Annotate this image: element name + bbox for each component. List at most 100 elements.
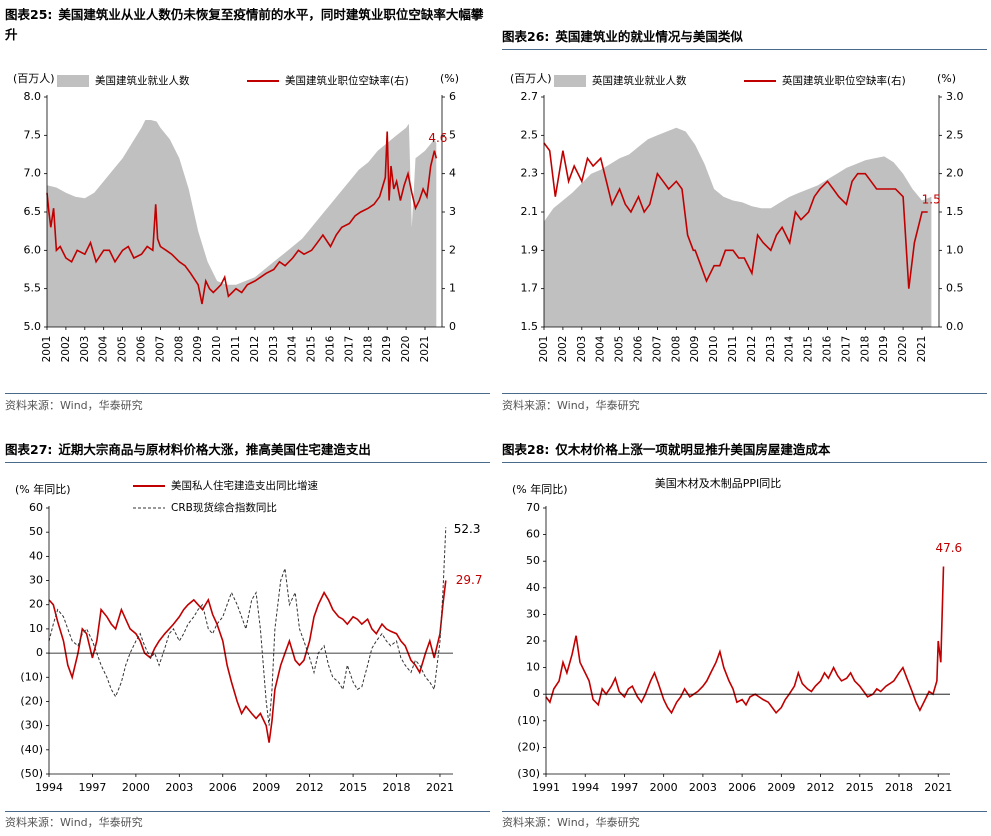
source-note: 资料来源：Wind，华泰研究 bbox=[5, 399, 143, 412]
chart-title: 美国木材及木制品PPI同比 bbox=[655, 476, 782, 490]
y-tick-label: 2.5 bbox=[521, 128, 539, 141]
y-tick-label: 2.3 bbox=[521, 167, 539, 180]
x-tick-label: 2006 bbox=[728, 781, 756, 794]
y-tick-label: (40) bbox=[20, 743, 43, 756]
line-series-1 bbox=[46, 131, 438, 305]
x-tick-label: 2021 bbox=[916, 336, 928, 363]
y-axis-unit: (百万人) bbox=[13, 72, 55, 85]
y-tick-label: 10 bbox=[29, 622, 43, 635]
y-tick-label: 30 bbox=[526, 607, 540, 620]
x-tick-label: 2015 bbox=[339, 781, 367, 794]
y-tick-label: 30 bbox=[29, 574, 43, 587]
dashed-line-series-1 bbox=[48, 527, 447, 726]
x-tick-label: 2008 bbox=[173, 336, 185, 363]
x-tick-label: 1997 bbox=[610, 781, 638, 794]
y-tick-label: (10) bbox=[517, 714, 540, 727]
title-divider bbox=[502, 49, 987, 50]
figure-title: 图表25: 美国建筑业从业人数仍未恢复至疫情前的水平，同时建筑业职位空缺率大幅攀升 bbox=[5, 5, 490, 45]
y2-axis-unit: (%) bbox=[440, 72, 459, 85]
x-tick-label: 2003 bbox=[576, 336, 588, 363]
title-divider bbox=[502, 462, 987, 463]
y-tick-label: 1.9 bbox=[521, 243, 539, 256]
x-tick-label: 2015 bbox=[803, 336, 815, 363]
x-tick-label: 2018 bbox=[362, 336, 374, 363]
figure-label: 图表26: bbox=[502, 29, 550, 44]
x-tick-label: 2008 bbox=[670, 336, 682, 363]
x-tick-label: 2009 bbox=[689, 336, 701, 363]
y-tick-label: 1.7 bbox=[521, 282, 539, 295]
x-tick-label: 2018 bbox=[383, 781, 411, 794]
legend-swatch-area bbox=[554, 75, 586, 87]
x-tick-label: 2009 bbox=[192, 336, 204, 363]
data-label: 47.6 bbox=[935, 541, 962, 555]
line-series-0 bbox=[545, 566, 945, 715]
x-tick-label: 2002 bbox=[557, 336, 569, 363]
y-tick-label: 5.5 bbox=[24, 282, 42, 295]
panel-figure-27: 图表27: 近期大宗商品与原材料价格大涨，推高美国住宅建造支出 60 50 40 30 2… bbox=[5, 440, 490, 836]
y-tick-label: 2.7 bbox=[521, 90, 539, 103]
x-tick-label: 2004 bbox=[98, 335, 110, 362]
x-tick-label: 2012 bbox=[807, 781, 835, 794]
legend-label: 英国建筑业就业人数 bbox=[592, 74, 687, 87]
x-tick-label: 2010 bbox=[211, 336, 223, 363]
panel-figure-25: 图表25: 美国建筑业从业人数仍未恢复至疫情前的水平，同时建筑业职位空缺率大幅攀升… bbox=[5, 5, 490, 415]
x-tick-label: 2009 bbox=[767, 781, 795, 794]
x-tick-label: 2003 bbox=[165, 781, 193, 794]
y2-axis-unit: (%) bbox=[937, 72, 956, 85]
x-tick-label: 2014 bbox=[784, 335, 796, 362]
x-tick-label: 2011 bbox=[230, 336, 242, 363]
x-tick-label: 2006 bbox=[209, 781, 237, 794]
y-tick-label: 10 bbox=[526, 661, 540, 674]
figure-label: 图表25: bbox=[5, 7, 53, 22]
y-axis-unit: (百万人) bbox=[510, 72, 552, 85]
area-series-0 bbox=[47, 120, 437, 327]
data-label: 29.7 bbox=[456, 573, 483, 587]
y-tick-label: (30) bbox=[20, 719, 43, 732]
x-tick-label: 2005 bbox=[117, 336, 129, 363]
legend-swatch-area bbox=[57, 75, 89, 87]
x-tick-label: 2019 bbox=[381, 336, 393, 363]
y-tick-label: 0 bbox=[36, 646, 43, 659]
y-tick-label: (30) bbox=[517, 767, 540, 780]
y2-tick-label: 2 bbox=[449, 243, 456, 256]
x-tick-label: 2007 bbox=[651, 336, 663, 363]
y2-tick-label: 6 bbox=[449, 90, 456, 103]
y-tick-label: 7.0 bbox=[24, 167, 42, 180]
x-tick-label: 2011 bbox=[727, 336, 739, 363]
x-tick-label: 2018 bbox=[885, 781, 913, 794]
y-tick-label: 0 bbox=[533, 687, 540, 700]
chart-us-lumber-ppi: 70 60 50 40 30 20 10 0 (10) (20) (30)1991 1994 1997 2… bbox=[512, 476, 962, 794]
figure-caption: 英国建筑业的就业情况与美国类似 bbox=[555, 29, 743, 44]
title-divider bbox=[5, 462, 490, 463]
x-tick-label: 2012 bbox=[746, 336, 758, 363]
source-note: 资料来源：Wind，华泰研究 bbox=[5, 816, 143, 829]
chart-us-construction-employment: 8.0 7.5 7.0 6.5 6.0 5.5 5.0 6 5 4 3 2 1 0 2001 2002 2003… bbox=[13, 72, 459, 363]
y-tick-label: 50 bbox=[29, 525, 43, 538]
x-tick-label: 2010 bbox=[708, 336, 720, 363]
divider bbox=[5, 393, 490, 394]
x-tick-label: 2000 bbox=[650, 781, 678, 794]
y2-tick-label: 1.5 bbox=[946, 205, 964, 218]
data-label: 4.6 bbox=[428, 131, 447, 145]
divider bbox=[5, 811, 490, 812]
x-tick-label: 2012 bbox=[249, 336, 261, 363]
figure-caption: 仅木材价格上涨一项就明显推升美国房屋建造成本 bbox=[555, 442, 831, 457]
x-tick-label: 2016 bbox=[324, 335, 336, 362]
figure-caption: 近期大宗商品与原材料价格大涨，推高美国住宅建造支出 bbox=[58, 442, 371, 457]
data-label: 52.3 bbox=[454, 522, 481, 536]
x-tick-label: 2004 bbox=[595, 335, 607, 362]
x-tick-label: 2014 bbox=[287, 335, 299, 362]
divider bbox=[502, 393, 987, 394]
y-tick-label: 70 bbox=[526, 501, 540, 514]
legend-label: 美国私人住宅建造支出同比增速 bbox=[171, 479, 318, 492]
area-series-0 bbox=[544, 127, 932, 327]
figure-title: 图表26: 英国建筑业的就业情况与美国类似 bbox=[502, 27, 987, 47]
y2-tick-label: 2.0 bbox=[946, 167, 964, 180]
x-tick-label: 2013 bbox=[765, 336, 777, 363]
y2-tick-label: 4 bbox=[449, 167, 456, 180]
y-tick-label: (10) bbox=[20, 670, 43, 683]
y-tick-label: 20 bbox=[29, 598, 43, 611]
figure-title: 图表27: 近期大宗商品与原材料价格大涨，推高美国住宅建造支出 bbox=[5, 440, 490, 460]
x-tick-label: 2007 bbox=[154, 336, 166, 363]
y-axis-unit: (% 年同比) bbox=[512, 482, 568, 496]
